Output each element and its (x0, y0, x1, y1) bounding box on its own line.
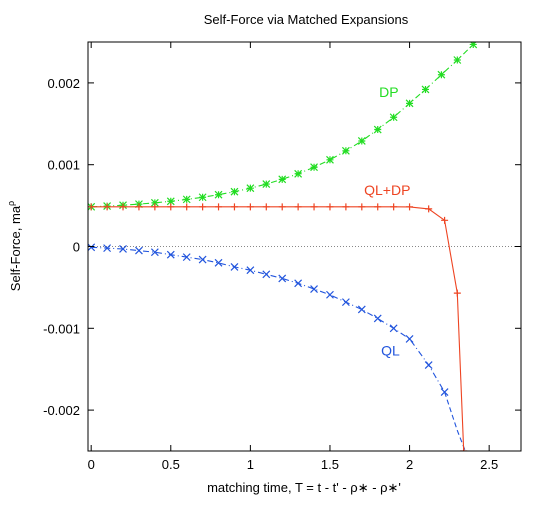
series-label-dp: DP (379, 84, 398, 100)
y-axis-label-superscript: ρ (6, 201, 16, 206)
data-point-ql-dp (262, 203, 270, 211)
data-point-dp (262, 180, 271, 189)
chart-title: Self-Force via Matched Expansions (204, 12, 409, 27)
data-point-dp (326, 155, 334, 164)
data-point-dp (421, 85, 430, 94)
data-point-ql-dp (215, 203, 223, 211)
series-line-ql (91, 246, 446, 393)
data-point-ql-dp (183, 203, 191, 211)
data-point-dp (469, 42, 478, 49)
data-point-ql (389, 324, 398, 333)
data-point-ql-dp (119, 203, 127, 211)
data-point-ql (88, 243, 96, 252)
data-point-dp (310, 163, 318, 172)
data-point-ql (246, 266, 255, 275)
data-point-dp (357, 137, 366, 145)
data-point-ql (103, 244, 112, 253)
data-point-ql-dp (342, 203, 350, 211)
x-tick-label: 1.5 (321, 457, 339, 472)
data-point-ql (278, 274, 287, 283)
data-point-ql (373, 314, 382, 323)
y-axis-label-text: Self-Force, ma (8, 205, 23, 291)
data-point-ql-dp (103, 203, 111, 211)
data-point-dp (405, 99, 414, 108)
data-point-ql (405, 335, 414, 343)
data-point-ql-dp (425, 205, 433, 213)
x-axis-label: matching time, T = t - t' - ρ∗ - ρ∗' (207, 480, 401, 495)
data-point-dp (246, 184, 255, 193)
data-point-ql-dp (88, 203, 95, 211)
data-point-ql (326, 290, 334, 299)
data-point-dp (437, 70, 446, 79)
data-point-ql-dp (460, 447, 468, 451)
y-axis-label: Self-Force, maρ (6, 201, 23, 291)
data-point-ql-dp (358, 203, 366, 211)
series-label-ql: QL (381, 342, 400, 358)
x-tick-label: 2.5 (480, 457, 498, 472)
data-point-ql-dp (167, 203, 175, 211)
data-point-ql-dp (294, 203, 302, 211)
data-point-ql (230, 263, 239, 271)
data-point-ql-dp (135, 203, 143, 211)
data-point-ql-dp (230, 203, 238, 211)
x-tick-label: 2 (406, 457, 413, 472)
data-point-ql (262, 270, 271, 279)
data-point-ql (341, 298, 350, 307)
data-point-ql-dp (310, 203, 318, 211)
x-tick-label: 1 (247, 457, 254, 472)
data-point-dp (341, 146, 350, 155)
y-tick-label: 0.001 (47, 158, 80, 173)
data-point-ql-dp (453, 289, 461, 297)
data-point-ql (150, 248, 159, 257)
data-point-ql (198, 255, 207, 264)
data-point-ql (294, 279, 303, 288)
x-tick-label: 0 (88, 457, 95, 472)
data-point-ql (119, 245, 127, 253)
y-tick-label: 0.002 (47, 76, 80, 91)
data-point-dp (214, 190, 223, 199)
data-point-ql (357, 305, 366, 314)
plot-frame (87, 41, 522, 452)
y-tick-label: -0.001 (43, 321, 80, 336)
data-point-ql (182, 253, 191, 262)
data-point-ql-dp (278, 203, 286, 211)
data-point-ql (166, 250, 175, 259)
data-point-dp (166, 197, 175, 206)
data-point-dp (294, 169, 303, 178)
data-point-dp (278, 175, 287, 184)
data-point-ql-dp (326, 203, 334, 211)
x-tick-label: 0.5 (162, 457, 180, 472)
y-tick-label: 0 (73, 240, 80, 255)
data-point-ql-dp (199, 203, 207, 211)
data-point-dp (150, 198, 159, 207)
axis-ticks: 0 0.5 1 1.5 2 2.5 0.002 0.001 0 -0.001 -0.002 DP QL+… (43, 42, 521, 472)
data-point-dp (230, 187, 239, 196)
data-point-ql-dp (441, 216, 449, 224)
data-point-dp (373, 125, 382, 134)
data-point-ql-dp (390, 203, 398, 211)
plot-area (88, 42, 521, 451)
data-point-dp (198, 193, 207, 202)
data-point-ql (440, 388, 449, 397)
data-point-ql-dp (246, 203, 254, 211)
y-tick-label: -0.002 (43, 403, 80, 418)
data-point-ql-dp (151, 203, 159, 211)
y-axis-label-group: Self-Force, maρ (6, 201, 23, 291)
data-point-dp (182, 195, 191, 204)
data-point-dp (389, 113, 398, 122)
data-point-ql-dp (406, 203, 414, 211)
series-line-ql-dp (91, 206, 465, 451)
series-label-ql-dp: QL+DP (364, 182, 410, 198)
ql-tail-line (444, 391, 466, 451)
data-point-ql (214, 258, 223, 267)
data-point-dp (453, 56, 462, 64)
data-point-ql (424, 361, 433, 370)
data-point-ql (135, 246, 143, 255)
data-point-ql (310, 285, 318, 293)
data-point-ql-dp (374, 203, 382, 211)
